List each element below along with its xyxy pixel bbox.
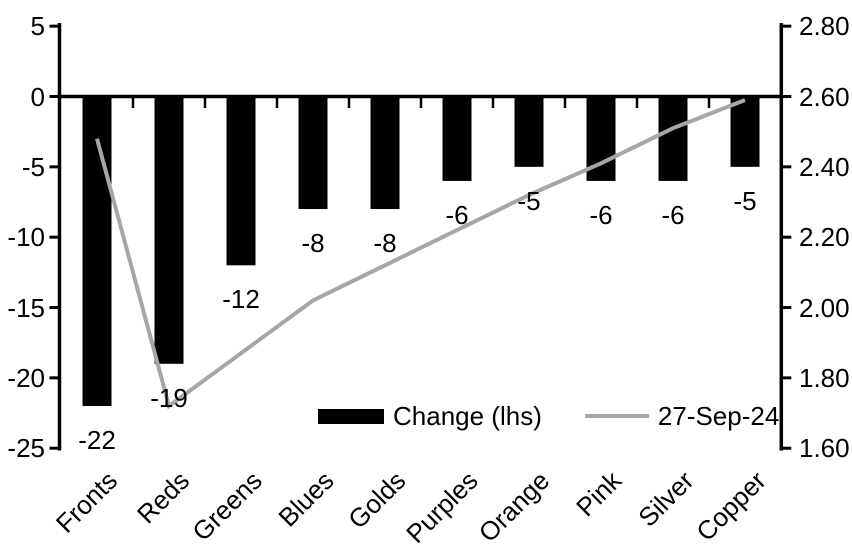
y-left-tick-label: -20 [7, 362, 45, 393]
chart-legend: Change (lhs) 27-Sep-24 [318, 402, 779, 430]
y-left-tick-label: -5 [21, 151, 45, 182]
legend-label-change: Change (lhs) [393, 401, 542, 431]
bar-data-label: -8 [301, 228, 325, 259]
bar-data-label: -6 [589, 199, 613, 230]
bar-purples [442, 96, 472, 181]
y-left-tick-label: 5 [30, 11, 45, 42]
y-right-tick-label: 2.20 [799, 222, 850, 253]
legend-item-change: Change (lhs) [318, 402, 542, 430]
y-left-tick-label: -15 [7, 292, 45, 323]
series-line [95, 98, 746, 410]
bar-golds [370, 96, 400, 210]
legend-label-date: 27-Sep-24 [657, 401, 780, 431]
y-right-tick-label: 1.80 [799, 362, 850, 393]
bar-data-label: -6 [445, 199, 469, 230]
bar-reds [154, 96, 184, 364]
y-right-tick-label: 2.80 [799, 11, 850, 42]
bar-copper [730, 96, 760, 167]
y-right-tick-label: 2.60 [799, 81, 850, 112]
bar-greens [226, 96, 256, 266]
y-left-tick-label: -25 [7, 433, 45, 464]
bar-data-label: -5 [517, 185, 541, 216]
bar-data-label: -6 [661, 199, 685, 230]
bar-data-label: -12 [222, 284, 260, 315]
y-left-tick-label: 0 [30, 81, 45, 112]
bar-fronts [82, 96, 112, 406]
legend-line-swatch [584, 414, 649, 418]
y-right-tick-label: 2.00 [799, 292, 850, 323]
bar-data-label: -8 [373, 228, 397, 259]
bar-blues [298, 96, 328, 210]
y-right-tick-label: 1.60 [799, 433, 850, 464]
bar-silver [658, 96, 688, 181]
bar-orange [514, 96, 544, 167]
y-right-tick-label: 2.40 [799, 151, 850, 182]
legend-bar-swatch [318, 408, 384, 424]
bar-data-label: -22 [78, 424, 116, 455]
bar-data-label: -19 [150, 382, 188, 413]
legend-item-date: 27-Sep-24 [584, 401, 780, 431]
bar-data-label: -5 [733, 185, 757, 216]
y-left-tick-label: -10 [7, 222, 45, 253]
